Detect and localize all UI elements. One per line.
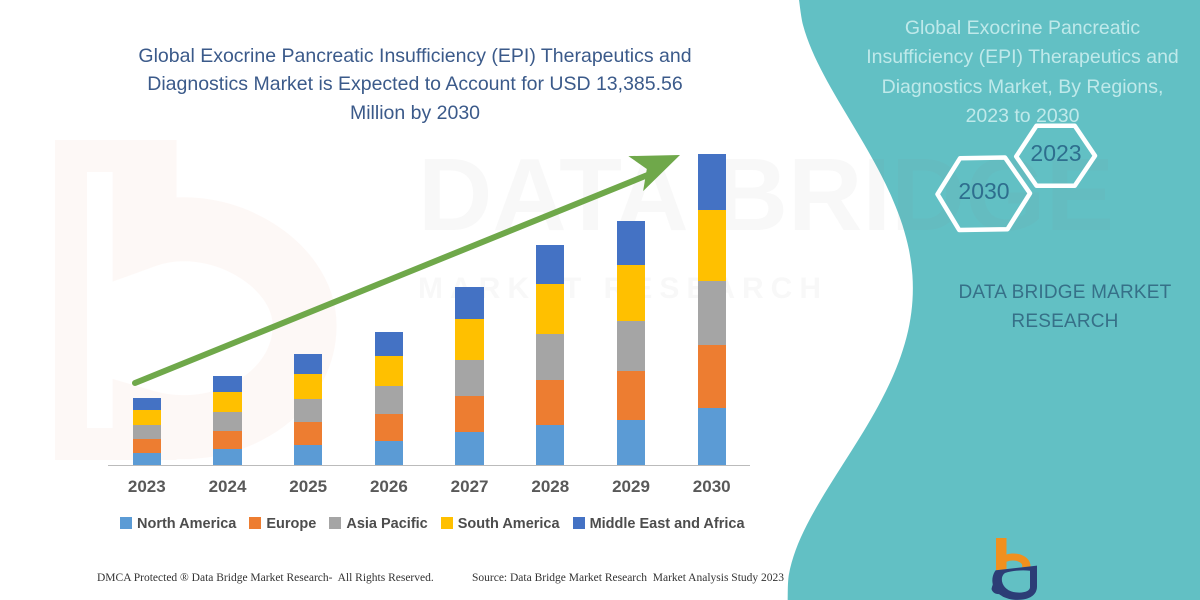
svg-text:2030: 2030	[958, 178, 1009, 204]
svg-text:2023: 2023	[1030, 140, 1081, 166]
